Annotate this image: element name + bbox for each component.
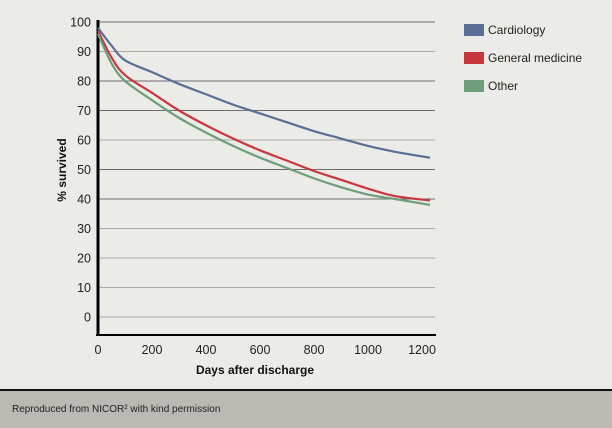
series-line-other — [96, 33, 431, 206]
y-tick-label: 60 — [77, 134, 91, 148]
legend-item-cardiology: Cardiology — [464, 16, 582, 44]
y-tick-label: 20 — [77, 252, 91, 266]
y-tick-label: 30 — [77, 222, 91, 236]
x-tick-label: 600 — [250, 343, 271, 357]
legend-label: Cardiology — [488, 23, 546, 37]
x-tick-label: 200 — [142, 343, 163, 357]
x-tick-label: 1200 — [408, 343, 436, 357]
legend-label: General medicine — [488, 51, 583, 65]
y-tick-label: 70 — [77, 104, 91, 118]
x-axis-label: Days after discharge — [196, 363, 314, 377]
legend-item-general-medicine: General medicine — [464, 44, 582, 72]
legend-swatch — [464, 52, 484, 64]
y-tick-label: 100 — [70, 16, 91, 30]
x-tick-label: 1000 — [354, 343, 382, 357]
legend-swatch — [464, 24, 484, 36]
x-tick-label: 400 — [196, 343, 217, 357]
legend-item-other: Other — [464, 72, 582, 100]
credit-text: Reproduced from NICOR² with kind permiss… — [12, 404, 221, 415]
x-tick-label: 0 — [95, 343, 102, 357]
x-tick-label: 800 — [304, 343, 325, 357]
legend-swatch — [464, 80, 484, 92]
series-line-cardiology — [97, 27, 431, 159]
y-tick-label: 40 — [77, 193, 91, 207]
series-line-general-medicine — [97, 30, 431, 202]
legend: Cardiology General medicine Other — [464, 16, 582, 100]
footer: Reproduced from NICOR² with kind permiss… — [0, 389, 612, 428]
legend-label: Other — [488, 79, 519, 93]
y-tick-label: 80 — [77, 75, 91, 89]
y-tick-label: 10 — [77, 281, 91, 295]
y-axis-label: % survived — [55, 138, 69, 201]
y-tick-label: 0 — [84, 311, 91, 325]
y-tick-label: 90 — [77, 45, 91, 59]
y-tick-label: 50 — [77, 163, 91, 177]
